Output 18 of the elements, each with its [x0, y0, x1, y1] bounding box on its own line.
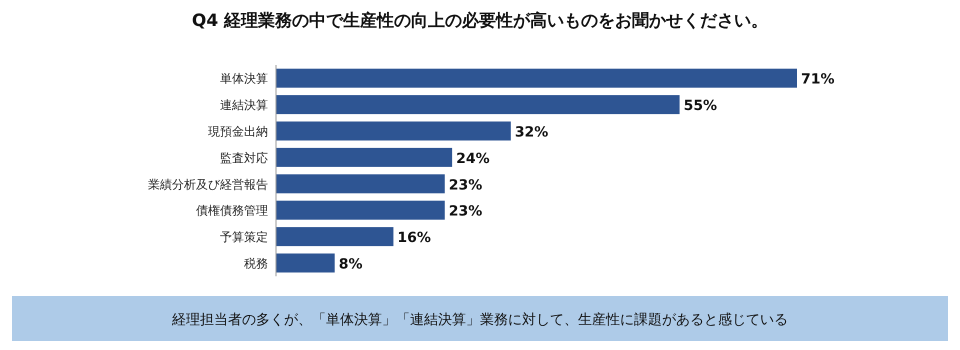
value-label: 55%: [684, 98, 718, 114]
value-label: 23%: [448, 204, 482, 220]
category-label: 単体決算: [220, 72, 268, 86]
category-label: 連結決算: [220, 98, 268, 112]
category-label: 税務: [244, 256, 268, 270]
category-label: 業績分析及び経営報告: [148, 177, 268, 192]
annotation: 経理担当者の多くが、「単体決算」「連結決算」業務に対して、生産性に課題があると感じている: [172, 312, 788, 328]
value-label: 16%: [397, 230, 431, 246]
category-label: 予算策定: [220, 230, 268, 244]
value-label: 71%: [801, 72, 835, 88]
value-label: 23%: [448, 177, 482, 194]
value-label: 24%: [456, 150, 490, 167]
title: Q4 経理業務の中で生産性の向上の必要性が高いものをお聞かせください。: [192, 11, 768, 31]
value-label: 8%: [338, 256, 362, 272]
category-label: 債権債務管理: [196, 204, 268, 218]
value-label: 32%: [514, 124, 548, 140]
category-label: 監査対応: [220, 150, 268, 165]
category-label: 現預金出納: [208, 124, 268, 138]
